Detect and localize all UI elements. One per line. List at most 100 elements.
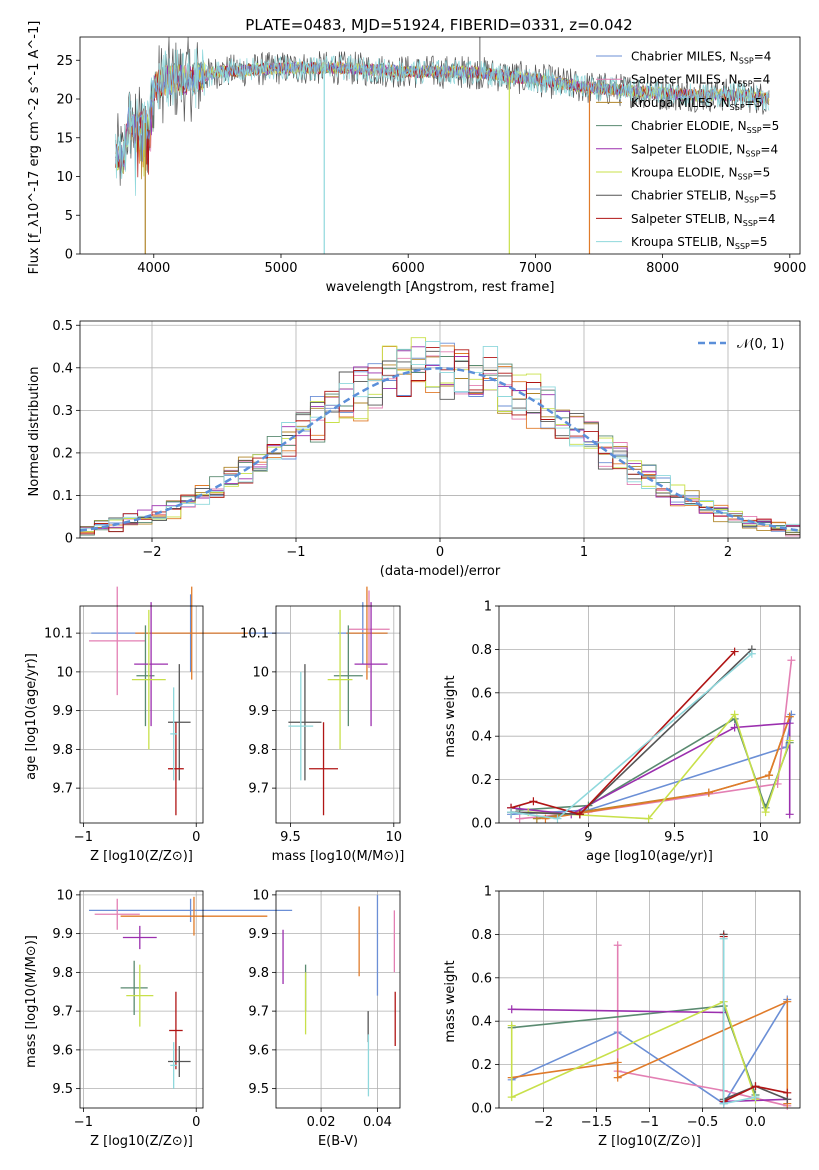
- legend-label: Salpeter STELIB, NSSP=4: [631, 212, 775, 228]
- y-axis-label: mass weight: [443, 960, 458, 1042]
- weight-marker: [783, 997, 792, 1006]
- data-point: [122, 925, 157, 950]
- y-tick-label: 9.7: [248, 1005, 269, 1020]
- y-tick-label: 0.8: [471, 643, 492, 658]
- histogram-series: [80, 350, 800, 536]
- weight-marker: [507, 1021, 516, 1030]
- legend-label: Chabrier STELIB, NSSP=5: [631, 189, 777, 205]
- y-tick-label: 10: [252, 665, 269, 680]
- weight-marker: [704, 788, 713, 797]
- data-point: [134, 602, 169, 727]
- weight-line: [519, 660, 793, 820]
- axes-frame: [79, 605, 204, 824]
- data-point: [346, 586, 388, 680]
- weight-series: [515, 714, 794, 814]
- y-tick-label: 25: [56, 54, 73, 69]
- y-tick-label: 0.4: [52, 361, 73, 376]
- weight-line: [510, 648, 753, 816]
- axes-age-vs-mass: 9.5 10 9.7 9.8 9.9 10 10.1 mass [log10(M/M⊙)]: [240, 586, 404, 864]
- weight-marker: [730, 710, 739, 719]
- y-tick-label: 9.9: [248, 927, 269, 942]
- y-tick-label: 0: [65, 248, 73, 263]
- y-tick-label: 9.8: [52, 743, 73, 758]
- x-axis-label: Z [log10(Z/Z⊙)]: [598, 1134, 701, 1149]
- data-point: [168, 664, 191, 781]
- weight-series: [719, 934, 760, 1108]
- weight-marker: [783, 1088, 792, 1097]
- weight-series: [507, 1002, 760, 1099]
- data-point: [131, 609, 166, 750]
- x-tick-label: −1: [74, 830, 93, 845]
- x-tick-label: 9000: [773, 261, 806, 276]
- x-tick-label: 9: [584, 830, 592, 845]
- weight-series: [507, 649, 756, 823]
- plot-area-age-vs-mass: [288, 586, 390, 816]
- weight-marker: [507, 808, 516, 817]
- plot-area-residuals: [79, 337, 801, 537]
- data-point: [120, 960, 148, 1015]
- data-point: [288, 671, 314, 781]
- y-axis-label: Flux [f_λ10^-17 erg cm^-2 s^-1 A^-1]: [27, 21, 42, 275]
- y-tick-label: 9.7: [52, 782, 73, 797]
- legend-label: Kroupa STELIB, NSSP=5: [631, 235, 768, 251]
- data-point: [168, 1046, 191, 1077]
- weight-marker: [515, 814, 524, 823]
- data-point: [354, 602, 388, 727]
- plot-area-mass-vs-Z: [89, 896, 293, 1089]
- x-tick-label: 10: [752, 830, 769, 845]
- weight-series: [524, 710, 794, 823]
- weight-marker: [785, 736, 794, 745]
- data-point: [135, 586, 249, 680]
- x-tick-label: 0.02: [307, 1115, 336, 1130]
- y-tick-label: 0.2: [471, 1058, 492, 1073]
- legend-label: Salpeter MILES, NSSP=4: [631, 73, 770, 89]
- x-tick-label: −2: [534, 1115, 553, 1130]
- data-point: [89, 586, 146, 696]
- chart-layer: Chabrier MILES, NSSP=4 Salpeter MILES, NS…: [24, 21, 806, 1149]
- data-point: [94, 898, 140, 930]
- y-tick-label: 0.6: [471, 971, 492, 986]
- x-axis-label: Z [log10(Z/Z⊙)]: [90, 849, 193, 864]
- weight-marker: [787, 710, 796, 719]
- x-tick-label: 9.5: [664, 830, 685, 845]
- axes-frame: [498, 605, 801, 824]
- weight-marker: [507, 1005, 516, 1014]
- y-tick-label: 9.6: [52, 1043, 73, 1058]
- weight-line: [511, 999, 788, 1105]
- x-tick-label: −1: [74, 1115, 93, 1130]
- weight-marker: [747, 649, 756, 658]
- data-point: [170, 1042, 178, 1089]
- x-tick-label: −2: [142, 545, 161, 560]
- y-tick-label: 9.8: [52, 966, 73, 981]
- y-axis-label: mass [log10(M/M⊙)]: [24, 935, 39, 1068]
- weight-marker: [719, 1099, 728, 1108]
- x-tick-label: −1: [286, 545, 305, 560]
- y-tick-label: 0.8: [471, 928, 492, 943]
- y-tick-label: 15: [56, 131, 73, 146]
- weight-marker: [765, 771, 774, 780]
- y-tick-label: 0.0: [471, 817, 492, 832]
- y-tick-label: 9.9: [248, 704, 269, 719]
- y-tick-label: 9.7: [52, 1005, 73, 1020]
- axes-frame: [275, 605, 401, 824]
- y-tick-label: 0.5: [52, 319, 73, 334]
- x-axis-label: Z [log10(Z/Z⊙)]: [90, 1134, 193, 1149]
- weight-marker: [751, 1093, 760, 1102]
- plot-area-mass-vs-EBV: [282, 894, 396, 1097]
- weight-line: [511, 1005, 757, 1096]
- plot-area-age-vs-Z: [89, 586, 290, 816]
- y-tick-label: 1: [484, 885, 492, 900]
- grid-mass-vs-EBV: [276, 891, 400, 1108]
- y-tick-label: 9.8: [248, 966, 269, 981]
- x-tick-label: 0: [436, 545, 444, 560]
- axes-weight-vs-age: 9 9.5 10 0.0 0.2 0.4 0.6 0.8 1 age [log10(age/yr)…: [443, 600, 801, 864]
- weight-series: [507, 647, 739, 819]
- plot-area-spectrum: [115, 37, 770, 254]
- figure-title: PLATE=0483, MJD=51924, FIBERID=0331, z=0…: [245, 16, 632, 34]
- data-point: [126, 964, 154, 1027]
- y-tick-label: 10.1: [240, 627, 269, 642]
- y-tick-label: 9.7: [248, 782, 269, 797]
- normal-curve: [79, 367, 801, 532]
- data-point: [327, 609, 353, 750]
